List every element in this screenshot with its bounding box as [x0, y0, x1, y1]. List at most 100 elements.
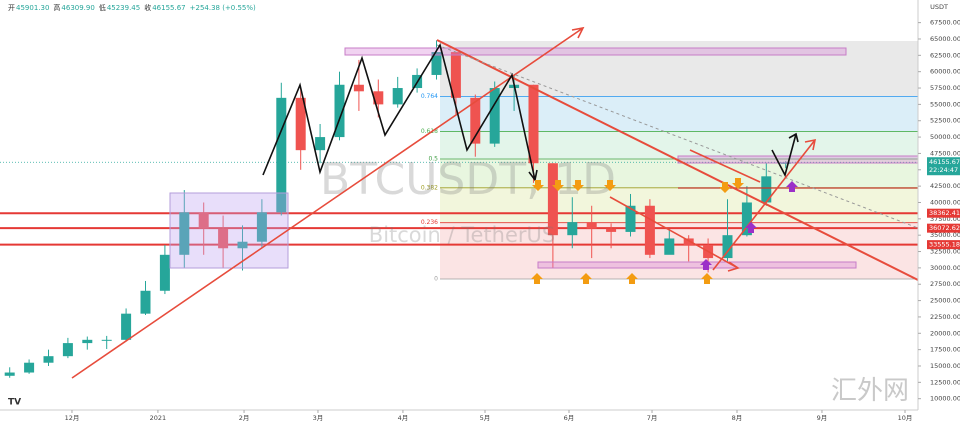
- y-tick-label: 52500.00: [930, 117, 960, 125]
- candle-body: [179, 212, 190, 255]
- grid: [0, 161, 918, 246]
- candle-body: [334, 84, 345, 138]
- y-tick-label: 62500.00: [930, 51, 960, 59]
- fib-label: 0.382: [421, 184, 438, 191]
- y-tick-label: 40000.00: [930, 198, 960, 206]
- trend-arrow: [71, 26, 585, 379]
- y-tick-label: 30000.00: [930, 264, 960, 272]
- price-tag: [927, 240, 960, 250]
- candles: [4, 40, 791, 378]
- fib-label: 0.5: [428, 155, 438, 162]
- change: +254.38 (+0.55%): [190, 4, 256, 12]
- y-tick-label: 37500.00: [930, 215, 960, 223]
- brand: 汇外网: [831, 376, 909, 406]
- candle-body: [470, 97, 481, 144]
- candle-body: [431, 52, 442, 75]
- candle-body: [140, 290, 151, 314]
- up-marker: [745, 222, 757, 233]
- up-marker: [531, 273, 543, 284]
- y-tick-label: 55000.00: [930, 100, 960, 108]
- up-marker: [580, 273, 592, 284]
- arrow: [609, 196, 740, 272]
- candle-body: [121, 313, 132, 340]
- y-tick-label: 25000.00: [930, 297, 960, 305]
- y-tick-label: 60000.00: [930, 68, 960, 76]
- ohlc-value: 45901.30: [16, 4, 49, 12]
- x-axis-panel: [0, 410, 960, 425]
- y-tick-label: 50000.00: [930, 133, 960, 141]
- y-tick-label: 12500.00: [930, 378, 960, 386]
- down-marker: [552, 180, 564, 191]
- x-tick-label: 2月: [239, 414, 250, 422]
- fib-top-band: [440, 41, 918, 97]
- price-tag-label: 36072.62: [929, 224, 960, 232]
- ohlc-label: 低: [99, 3, 106, 12]
- x-tick-label: 10月: [898, 414, 913, 422]
- candle-body: [373, 91, 384, 105]
- down-marker: [732, 178, 744, 189]
- up-marker: [786, 181, 798, 192]
- fib-band: [440, 131, 918, 159]
- fib-band: [440, 187, 918, 223]
- candle-body: [683, 238, 694, 245]
- price-tag-label: 33555.18: [929, 241, 960, 249]
- fib-label: 0.618: [421, 128, 438, 135]
- arrow: [712, 138, 817, 271]
- markers-purple: [700, 181, 798, 270]
- y-tick-label: 17500.00: [930, 346, 960, 354]
- time-left: 22:24:47: [929, 166, 958, 174]
- candle-body: [101, 339, 112, 341]
- ohlc-label: 收: [144, 3, 151, 12]
- fib-band: [440, 96, 918, 132]
- candle-body: [547, 163, 558, 236]
- candle-body: [664, 238, 675, 255]
- candle-body: [625, 205, 636, 232]
- x-tick-label: 8月: [732, 414, 743, 422]
- candle-body: [43, 356, 54, 363]
- candle-body: [722, 235, 733, 259]
- price-tag-label: 38362.41: [929, 209, 960, 217]
- y-tick-label: 22500.00: [930, 313, 960, 321]
- fib-label: 0.764: [421, 93, 438, 100]
- candle-body: [159, 254, 170, 291]
- ohlc-label: 开: [8, 4, 15, 12]
- y-tick-label: 42500.00: [930, 182, 960, 190]
- y-tick-label: 35000.00: [930, 231, 960, 239]
- markers: [531, 178, 744, 284]
- candle-body: [256, 212, 267, 242]
- x-tick-label: 9月: [817, 414, 828, 422]
- box: [169, 192, 289, 269]
- ohlc-header: 开45901.30 高46309.90 低45239.45 收46155.67 +254…: [8, 3, 256, 12]
- price-tag: [927, 157, 960, 176]
- ohlc-value: 45239.45: [107, 4, 140, 12]
- candle-body: [761, 176, 772, 203]
- down-marker: [572, 180, 584, 191]
- x-tick-label: 7月: [647, 414, 658, 422]
- candle-body: [450, 52, 461, 98]
- candle-body: [741, 202, 752, 236]
- candle-body: [237, 241, 248, 249]
- candle-body: [489, 88, 500, 144]
- arrow: [689, 149, 761, 183]
- box: [344, 47, 847, 56]
- tv-logo: TV: [8, 398, 21, 408]
- candle-body: [606, 228, 617, 232]
- price-tag: [927, 223, 960, 233]
- watermark: BTCUSDT, 1D: [320, 154, 616, 205]
- ohlc-value: 46155.67: [152, 4, 185, 12]
- candle-body: [82, 339, 93, 344]
- candle-body: [353, 84, 364, 92]
- candle-body: [198, 212, 209, 229]
- down-marker: [604, 180, 616, 191]
- candle-body: [62, 343, 73, 357]
- fib-band: [440, 222, 918, 280]
- y-tick-label: 67500.00: [930, 19, 960, 27]
- x-tick-label: 4月: [398, 414, 409, 422]
- fib-label: 0: [434, 276, 438, 283]
- candle-body: [644, 205, 655, 255]
- candle-body: [528, 84, 539, 164]
- fib-band: [440, 158, 918, 188]
